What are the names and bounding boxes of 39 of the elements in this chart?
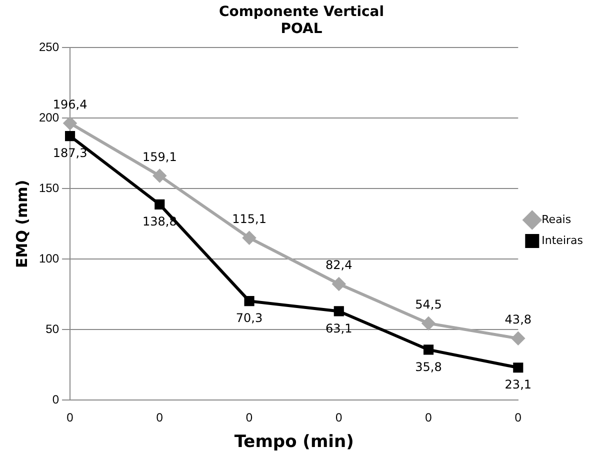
y-tick-label: 50 bbox=[46, 322, 60, 336]
point bbox=[332, 277, 346, 290]
data-label: 115,1 bbox=[232, 212, 266, 226]
point bbox=[242, 231, 256, 244]
data-label: 159,1 bbox=[142, 150, 177, 164]
data-label: 63,1 bbox=[326, 321, 352, 336]
y-tick-label: 100 bbox=[38, 251, 60, 266]
legend-label: Reais bbox=[542, 212, 572, 226]
data-label: 23,1 bbox=[504, 378, 532, 392]
x-tick-label: 0 bbox=[246, 410, 253, 425]
y-tick-label: 250 bbox=[38, 40, 60, 54]
y-tick-label: 150 bbox=[38, 180, 60, 195]
point bbox=[513, 362, 524, 373]
legend-label: Inteiras bbox=[542, 234, 584, 247]
y-axis-title: EMQ (mm) bbox=[12, 180, 31, 268]
data-label: 82,4 bbox=[326, 258, 352, 272]
y-tick-label: 200 bbox=[38, 110, 60, 124]
x-tick-label: 0 bbox=[336, 410, 343, 425]
point bbox=[153, 169, 166, 182]
chart-title: Componente Vertical POAL bbox=[218, 4, 384, 37]
data-label: 70,3 bbox=[236, 311, 263, 326]
y-tick-label: 0 bbox=[52, 392, 60, 407]
x-axis-title: Tempo (min) bbox=[234, 432, 354, 452]
data-label: 43,8 bbox=[504, 312, 532, 327]
point bbox=[422, 316, 436, 330]
point bbox=[64, 130, 76, 142]
x-tick-label: 0 bbox=[156, 410, 164, 425]
x-tick-label: 0 bbox=[66, 410, 74, 425]
point bbox=[244, 296, 254, 306]
x-tick-label: 0 bbox=[425, 410, 432, 425]
data-label: 35,8 bbox=[415, 360, 442, 374]
x-tick-label: 0 bbox=[514, 410, 522, 425]
point bbox=[423, 344, 434, 355]
point bbox=[512, 332, 525, 345]
point bbox=[154, 199, 165, 210]
data-label: 187,3 bbox=[52, 146, 88, 160]
data-label: 54,5 bbox=[415, 297, 442, 312]
point bbox=[334, 306, 344, 316]
data-label: 196,4 bbox=[52, 97, 88, 112]
